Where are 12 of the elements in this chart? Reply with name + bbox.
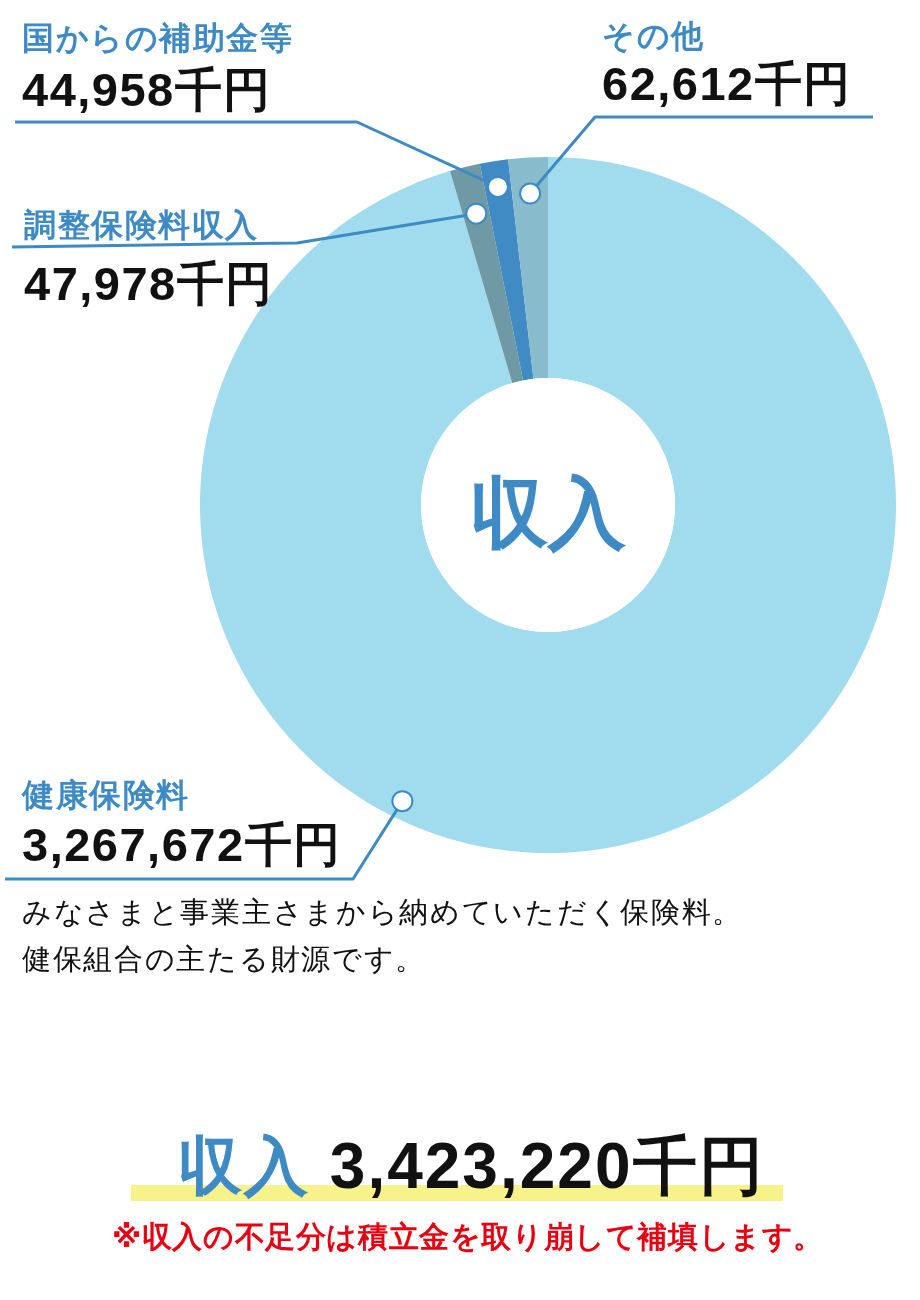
data-label: 44,958千円 <box>22 63 272 116</box>
data-label: 47,978千円 <box>24 257 274 310</box>
text: みなさまと事業主さまから納めていただく保険料。健保組合の主たる財源です。 <box>22 894 744 978</box>
slice-label: 健康保険料 <box>22 776 190 814</box>
slice-label: その他 <box>602 17 705 55</box>
slice-label: 調整保険料収入 <box>24 206 259 244</box>
text: 収入 3,423,220千円 <box>178 1130 765 1202</box>
data-label: 3,267,672千円 <box>22 818 342 871</box>
slice-label: 国からの補助金等 <box>22 19 293 57</box>
text: 収入 <box>470 468 626 558</box>
data-label: 62,612千円 <box>602 57 852 110</box>
text: ※収入の不足分は積立金を取り崩して補填します。 <box>112 1219 824 1254</box>
